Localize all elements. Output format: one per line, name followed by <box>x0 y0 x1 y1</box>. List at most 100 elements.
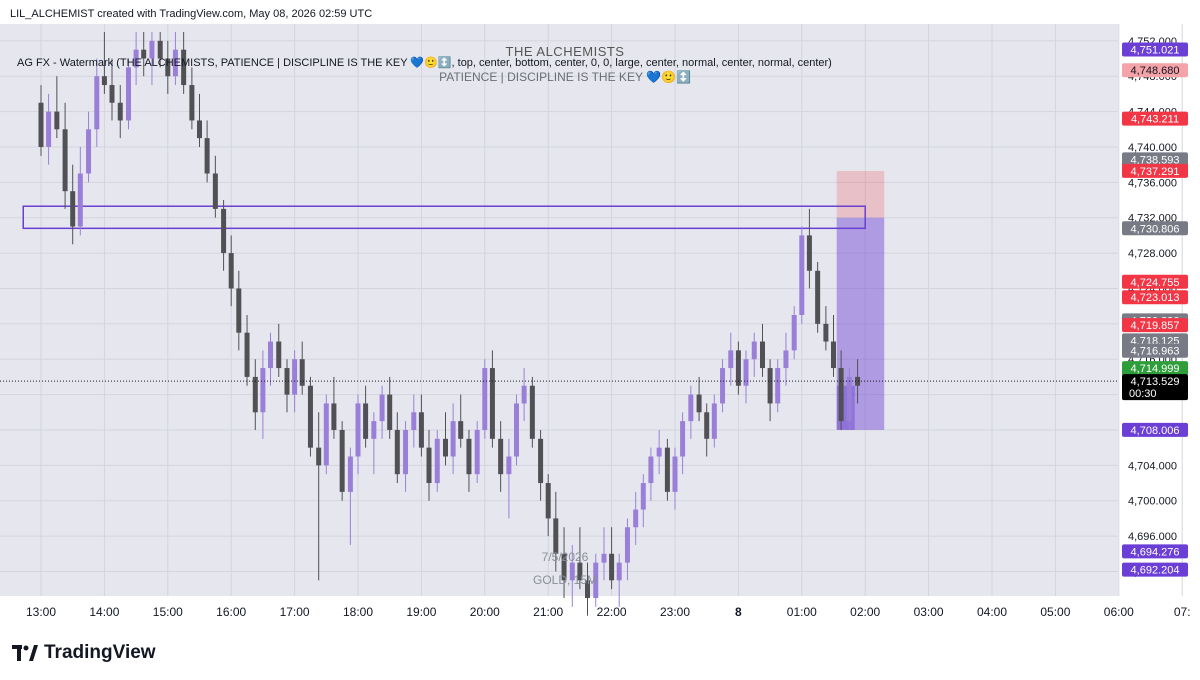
tradingview-brand: TradingView <box>44 642 156 663</box>
candle-body <box>307 385 313 448</box>
y-tick-label: 4,704.000 <box>1128 460 1177 472</box>
candle-body <box>86 129 92 174</box>
candle-body <box>379 394 385 422</box>
price-label-badge <box>1122 152 1188 167</box>
price-chart[interactable]: 4,752.0004,748.0004,744.0004,740.0004,73… <box>0 24 1200 624</box>
x-tick-label: 22:00 <box>597 605 627 619</box>
candle-body <box>101 76 107 86</box>
candle-body <box>117 102 123 121</box>
y-tick-label: 4,728.000 <box>1128 248 1177 260</box>
candle-body <box>838 368 844 422</box>
candle-body <box>38 102 44 147</box>
price-label-text: 4,713.529 <box>1131 376 1180 388</box>
candle-body <box>339 429 345 492</box>
candle-body <box>54 111 60 130</box>
candle-body <box>609 553 615 581</box>
watermark-title: THE ALCHEMISTS <box>505 44 625 59</box>
tradingview-logo[interactable]: TradingView <box>12 642 156 664</box>
time-scale-background <box>0 596 1118 624</box>
price-label-badge <box>1122 422 1188 437</box>
price-label-badge <box>1122 163 1188 178</box>
candle-body <box>482 368 488 430</box>
candle-body <box>46 111 52 147</box>
short-position-stop-zone <box>836 170 885 218</box>
candle-body <box>545 483 551 519</box>
short-position-target-zone <box>836 217 885 430</box>
candle-body <box>466 438 472 475</box>
candle-body <box>569 562 575 581</box>
price-label-badge <box>1122 343 1188 358</box>
candle-body <box>323 403 329 466</box>
y-tick-label: 4,736.000 <box>1128 177 1177 189</box>
chart-area[interactable]: 4,752.0004,748.0004,744.0004,740.0004,73… <box>0 24 1200 624</box>
x-tick-label: 19:00 <box>406 605 436 619</box>
price-label-text: 4,708.006 <box>1131 425 1180 437</box>
x-tick-label: 15:00 <box>153 605 183 619</box>
candle-body <box>823 323 829 342</box>
candle-body <box>157 40 163 59</box>
candle-body <box>450 421 456 457</box>
candle-body <box>624 527 630 563</box>
candle-body <box>506 456 512 475</box>
price-label-text: 4,694.276 <box>1131 546 1180 558</box>
candle-body <box>94 76 100 130</box>
candle-body <box>561 553 567 581</box>
candle-body <box>514 403 519 457</box>
indicator-legend[interactable]: AG FX - Watermark (THE ALCHEMISTS, PATIE… <box>17 57 832 69</box>
price-label-badge <box>1122 111 1188 126</box>
candle-body <box>735 350 741 386</box>
candle-body <box>363 403 369 439</box>
price-label-text: 4,738.593 <box>1131 154 1180 166</box>
candle-body <box>109 85 115 103</box>
candle-body <box>577 562 583 581</box>
y-tick-label: 4,700.000 <box>1128 496 1177 508</box>
x-tick-label: 8 <box>735 605 742 619</box>
candle-body <box>585 580 591 598</box>
y-tick-label: 4,740.000 <box>1128 142 1177 154</box>
candle-body <box>426 447 432 484</box>
candle-body <box>125 67 131 121</box>
candle-body <box>70 191 76 227</box>
price-label-text: 4,719.857 <box>1131 320 1180 332</box>
candle-body <box>133 49 139 68</box>
candle-body <box>616 562 622 581</box>
candle-body <box>299 359 305 386</box>
candle-body <box>204 138 210 174</box>
x-tick-label: 14:00 <box>89 605 119 619</box>
candle-body <box>181 49 187 86</box>
x-tick-label: 13:00 <box>26 605 56 619</box>
tradingview-logo-icon <box>12 645 38 661</box>
supply-zone-rectangle <box>22 205 866 230</box>
candle-body <box>664 447 670 492</box>
candle-body <box>767 368 773 404</box>
price-label-badge <box>1122 290 1188 305</box>
candle-body <box>355 403 361 457</box>
candle-body <box>403 429 409 475</box>
candle-body <box>593 562 599 598</box>
candle-body <box>498 438 504 475</box>
candle-body <box>442 438 448 457</box>
price-label-text: 4,692.204 <box>1131 565 1180 577</box>
watermark-symbol: GOLD, 15M <box>532 573 598 587</box>
candle-body <box>553 518 559 554</box>
x-tick-label: 04:00 <box>977 605 1007 619</box>
candle-body <box>371 421 377 439</box>
candle-body <box>411 412 417 430</box>
price-label-text: 4,730.806 <box>1131 223 1180 235</box>
y-tick-label: 4,696.000 <box>1128 531 1177 543</box>
candle-body <box>846 376 852 422</box>
candle-body <box>720 368 726 404</box>
price-label-text: 4,714.999 <box>1131 363 1180 375</box>
candle-body <box>62 129 68 192</box>
x-tick-label: 23:00 <box>660 605 690 619</box>
candle-body <box>815 270 821 324</box>
price-label-text: 4,716.963 <box>1131 346 1180 358</box>
candle-body <box>538 438 544 484</box>
created-with-header: LIL_ALCHEMIST created with TradingView.c… <box>10 8 373 20</box>
footer: TradingView <box>0 626 1200 680</box>
price-label-badge <box>1122 42 1188 57</box>
x-tick-label: 18:00 <box>343 605 373 619</box>
candle-body <box>434 438 440 484</box>
price-label-badge <box>1122 63 1188 78</box>
candle-body <box>601 553 607 563</box>
